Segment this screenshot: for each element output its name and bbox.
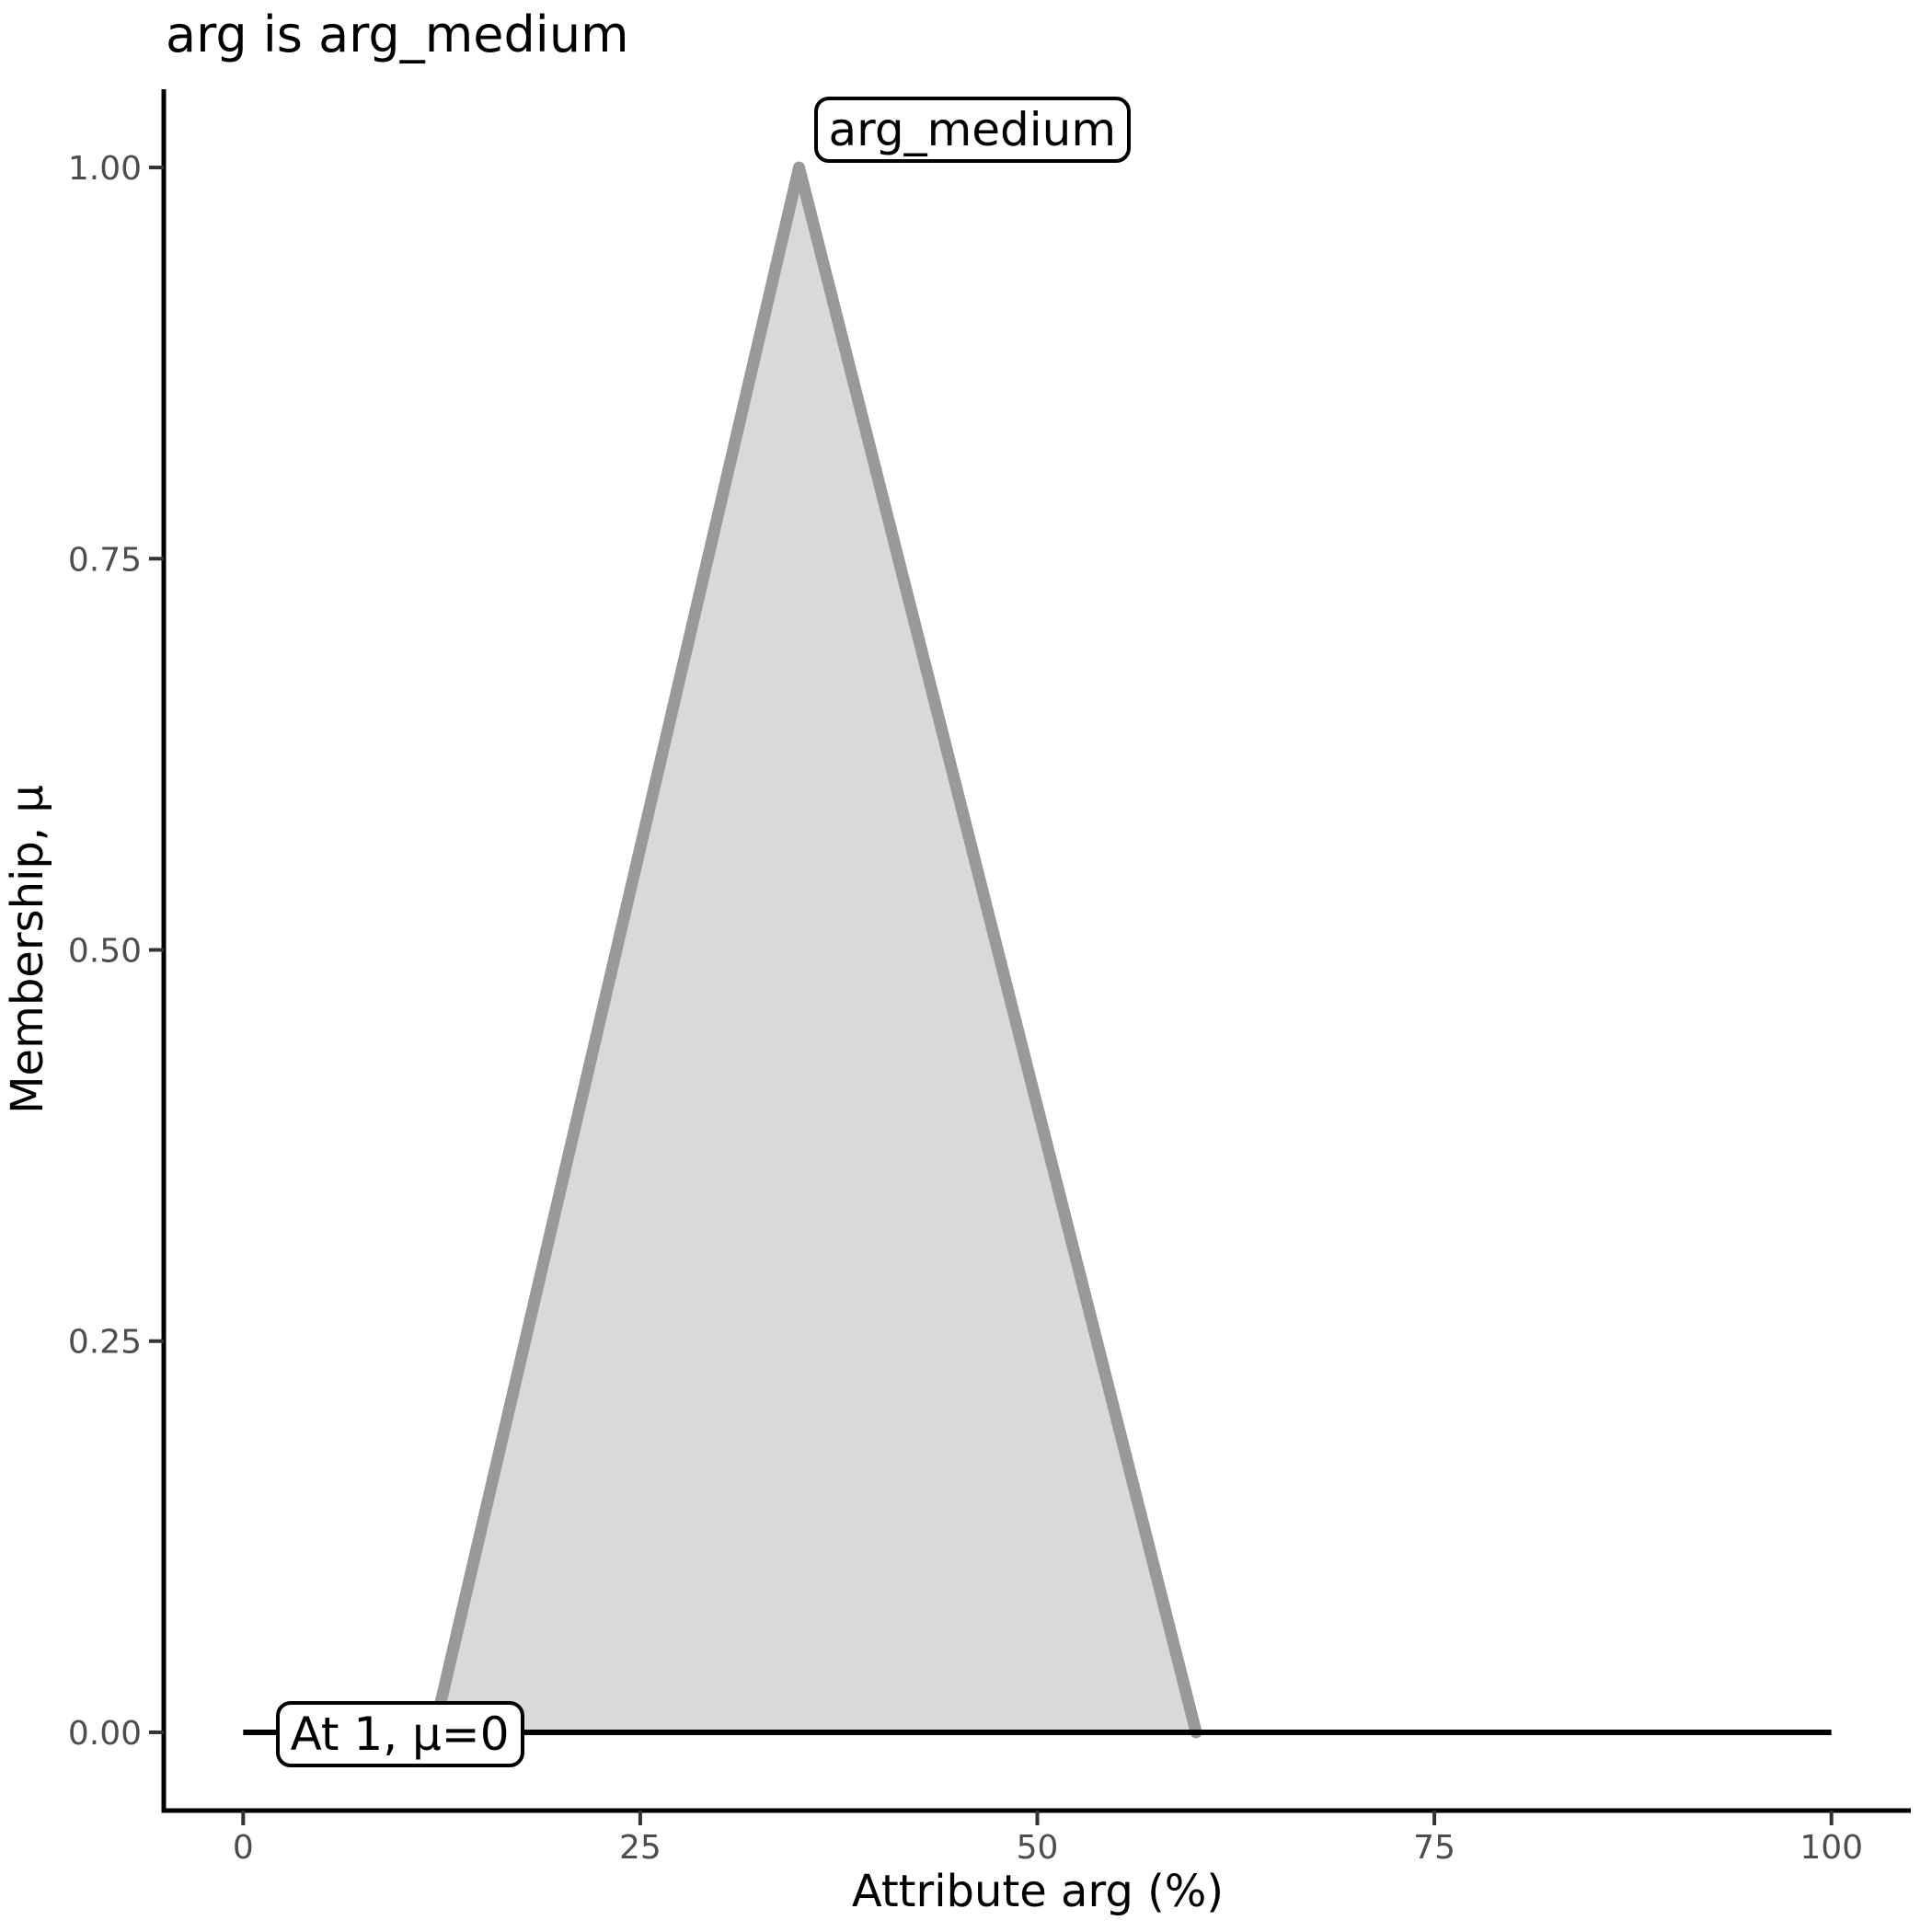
x-tick-label: 50 [1017, 1829, 1059, 1867]
chart-title: arg is arg_medium [166, 6, 629, 63]
y-tick-label: 1.00 [68, 150, 142, 188]
mf-name-label: arg_medium [813, 97, 1132, 164]
at1-label: At 1, μ=0 [275, 1700, 524, 1767]
ticks-layer: 0.00 0.25 0.50 0.75 1.00 0 25 50 75 100 [68, 150, 1863, 1867]
y-tick-label: 0.00 [68, 1715, 142, 1753]
y-tick-label: 0.50 [68, 933, 142, 971]
x-tick-label: 75 [1413, 1829, 1455, 1867]
mf-area-arg_medium [433, 167, 1197, 1732]
mf-outline-arg_medium [427, 161, 1202, 1739]
x-tick-label: 100 [1800, 1829, 1863, 1867]
y-tick-label: 0.25 [68, 1324, 142, 1362]
series-layer [243, 161, 1832, 1739]
y-axis-title: Membership, μ [2, 785, 53, 1114]
x-tick-label: 25 [619, 1829, 661, 1867]
y-tick-label: 0.75 [68, 541, 142, 579]
x-tick-label: 0 [233, 1829, 254, 1867]
x-axis-title: Attribute arg (%) [852, 1866, 1224, 1917]
